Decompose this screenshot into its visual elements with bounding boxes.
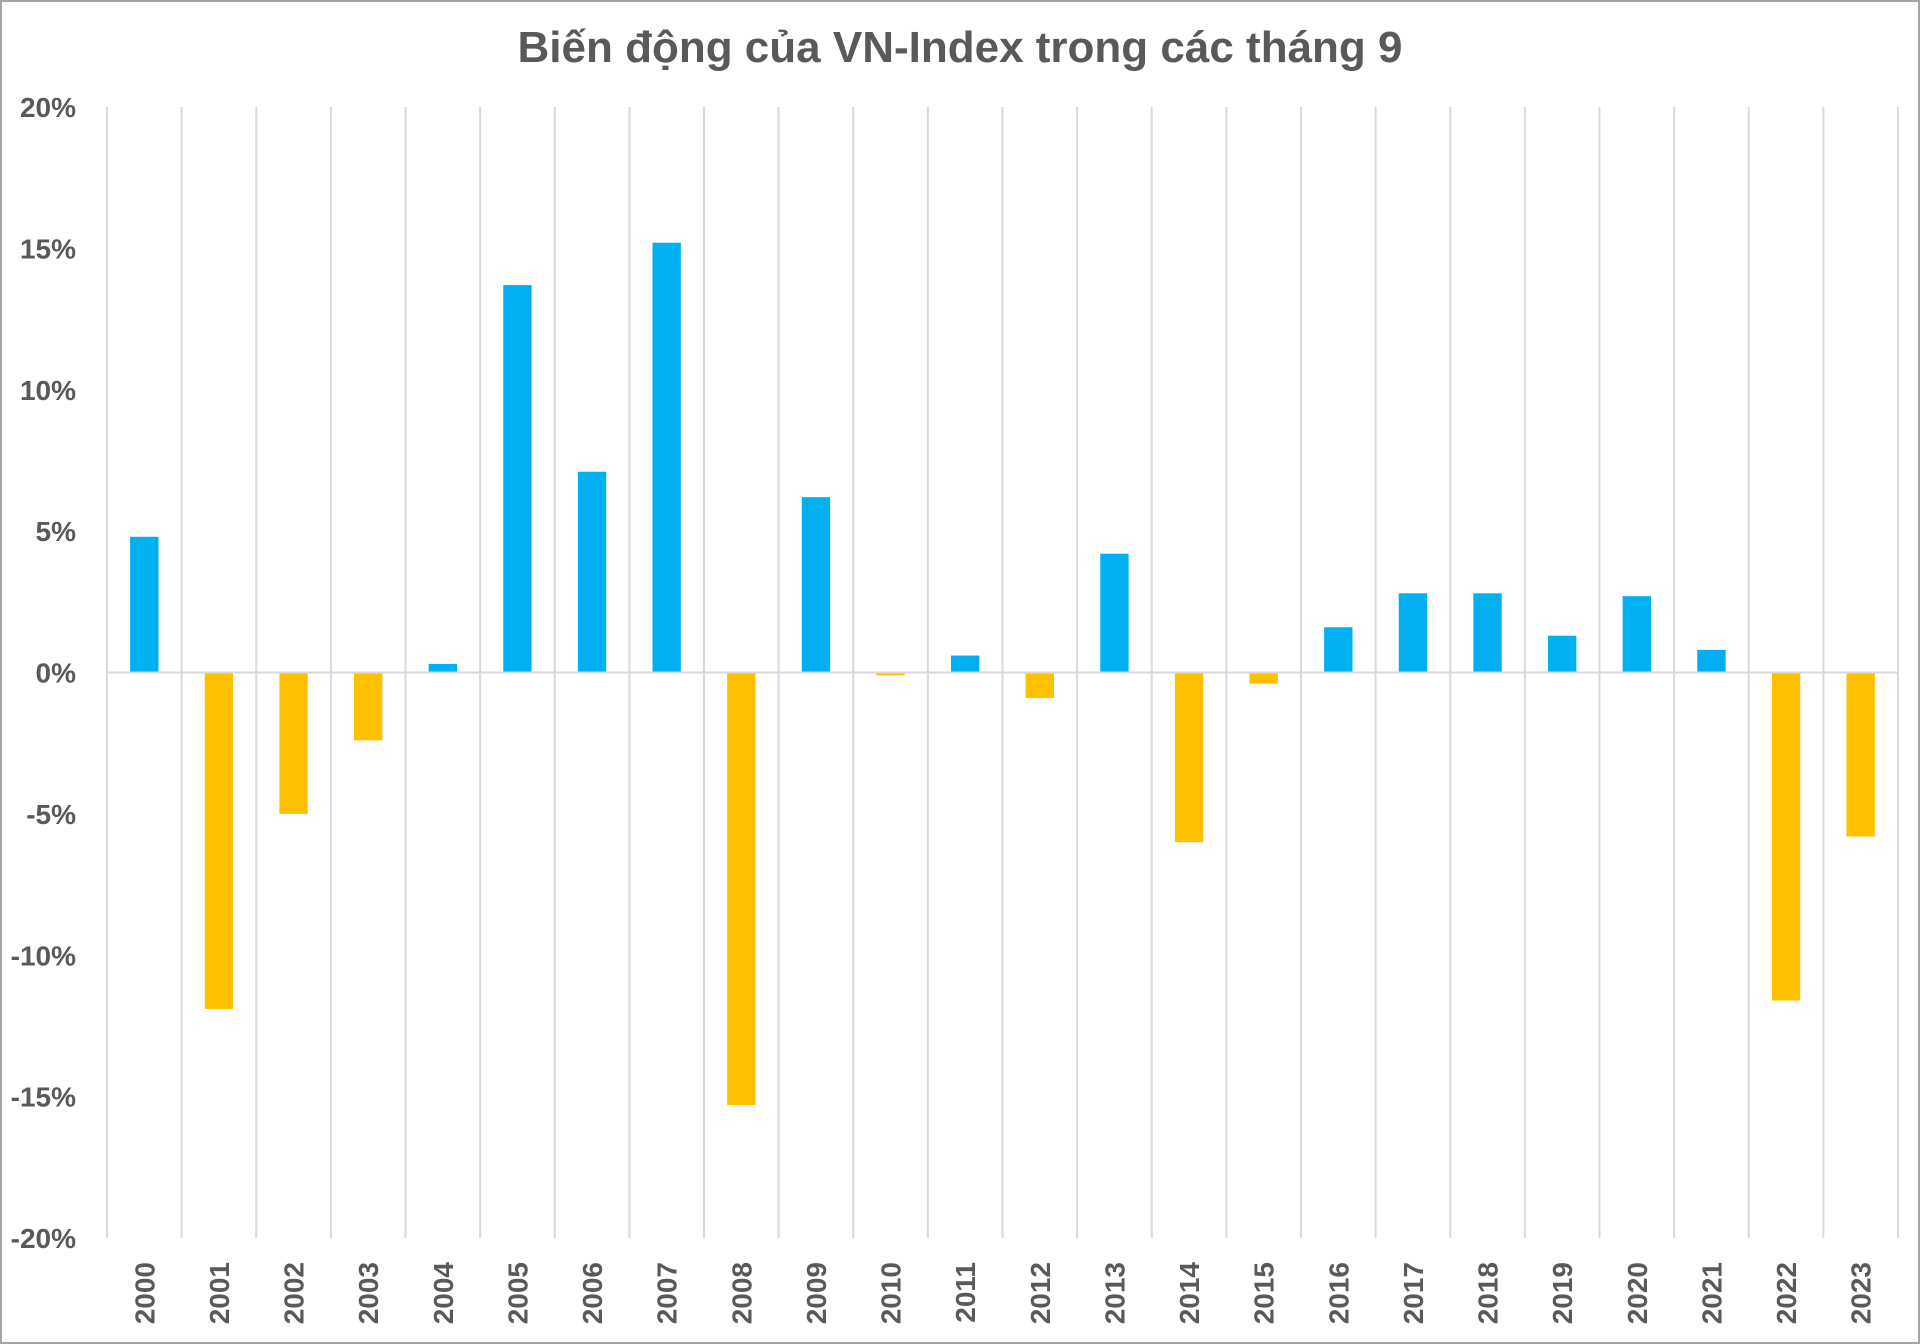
bar-2009 <box>801 497 831 673</box>
y-tick-label: 0% <box>36 658 77 689</box>
x-tick-label: 2019 <box>1547 1262 1578 1324</box>
x-axis-ticks: 2000 2001 2002 2003 2004 2005 2006 2007 2008 2009… <box>129 1262 1876 1325</box>
y-tick-label: 20% <box>20 92 76 123</box>
bar-2002 <box>279 672 308 814</box>
bar-2014 <box>1174 672 1204 843</box>
x-tick-label: 2002 <box>279 1262 310 1324</box>
x-tick-label: 2016 <box>1323 1262 1354 1324</box>
y-tick-label: -5% <box>26 799 76 830</box>
x-tick-label: 2018 <box>1473 1262 1504 1324</box>
bar-2006 <box>577 471 607 673</box>
y-tick-label: -15% <box>11 1082 76 1113</box>
x-tick-label: 2010 <box>876 1262 907 1324</box>
x-tick-label: 2020 <box>1622 1262 1653 1324</box>
y-tick-label: -20% <box>11 1223 76 1254</box>
x-tick-label: 2006 <box>577 1262 608 1324</box>
x-tick-label: 2011 <box>950 1262 981 1323</box>
x-tick-label: 2005 <box>502 1262 533 1324</box>
x-tick-label: 2012 <box>1025 1262 1056 1324</box>
bar-2010 <box>876 672 905 676</box>
bar-2005 <box>503 285 532 673</box>
bar-2004 <box>428 664 457 673</box>
bar-2019 <box>1548 635 1577 673</box>
x-tick-label: 2022 <box>1771 1262 1802 1324</box>
bar-2015 <box>1249 672 1278 684</box>
bar-2013 <box>1100 553 1129 673</box>
x-tick-label: 2000 <box>129 1262 160 1324</box>
bar-2023 <box>1846 672 1875 837</box>
x-tick-label: 2001 <box>204 1262 235 1324</box>
y-tick-label: 15% <box>20 233 76 264</box>
bar-2016 <box>1324 627 1353 673</box>
bar-2007 <box>652 242 681 673</box>
y-tick-label: 10% <box>20 375 76 406</box>
x-tick-label: 2009 <box>801 1262 832 1324</box>
bar-2022 <box>1771 672 1801 1001</box>
bar-2008 <box>727 672 756 1106</box>
x-tick-label: 2021 <box>1696 1262 1727 1324</box>
x-tick-label: 2004 <box>428 1262 459 1325</box>
bar-2018 <box>1473 593 1502 673</box>
y-tick-label: -10% <box>11 940 76 971</box>
bar-2012 <box>1025 672 1054 698</box>
bar-2003 <box>354 672 383 741</box>
x-tick-label: 2023 <box>1846 1262 1877 1324</box>
bar-2017 <box>1398 593 1428 673</box>
x-tick-label: 2007 <box>652 1262 683 1324</box>
x-tick-label: 2008 <box>726 1262 757 1324</box>
x-tick-label: 2014 <box>1174 1262 1205 1325</box>
bar-2021 <box>1697 649 1726 673</box>
bar-2011 <box>951 655 980 673</box>
x-tick-label: 2003 <box>353 1262 384 1324</box>
x-tick-label: 2013 <box>1099 1262 1130 1324</box>
y-tick-label: 5% <box>36 516 77 547</box>
bars <box>130 242 1875 1106</box>
x-tick-label: 2015 <box>1249 1262 1280 1324</box>
bar-2001 <box>204 672 234 1009</box>
y-axis-ticks: 20% 15% 10% 5% 0% -5% -10% -15% -20% <box>11 92 76 1254</box>
bar-2020 <box>1622 596 1651 673</box>
bar-2000 <box>130 536 159 673</box>
x-tick-label: 2017 <box>1398 1262 1429 1324</box>
chart-title: Biến động của VN-Index trong các tháng 9 <box>518 23 1403 72</box>
